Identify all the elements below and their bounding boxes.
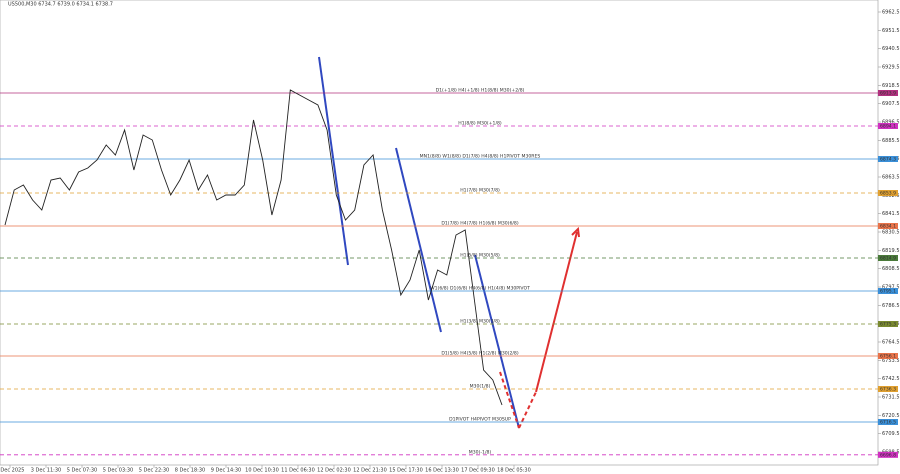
x-tick-label: 5 Dec 03:30 <box>103 468 133 474</box>
price-tag-label: 6736.3 <box>880 387 896 393</box>
x-tick-label: 2 Dec 2025 <box>0 468 24 474</box>
price-tag <box>878 386 898 392</box>
y-tick-label: 6940.5 <box>882 46 900 52</box>
x-tick-label: 12 Dec 02:30 <box>317 468 351 474</box>
price-tag <box>878 255 898 261</box>
x-tick-label: 17 Dec 09:30 <box>461 468 495 474</box>
y-tick-label: 6764.5 <box>882 340 900 346</box>
level-label: D1PIVOT H4PIVOT M30SUP <box>449 417 511 423</box>
price-tag-label: 6814.9 <box>880 256 896 262</box>
y-tick-label: 6907.5 <box>882 101 900 107</box>
price-tag-label: 6716.5 <box>880 420 896 426</box>
x-tick-label: 5 Dec 22:30 <box>139 468 169 474</box>
y-tick-label: 6951.5 <box>882 28 900 34</box>
y-tick-label: 6885.5 <box>882 138 900 144</box>
price-tag-label: 6795.1 <box>880 289 896 295</box>
price-tag <box>878 90 898 96</box>
y-tick-label: 6786.5 <box>882 303 900 309</box>
price-tag <box>878 156 898 162</box>
trend-line <box>318 56 349 266</box>
price-tag <box>878 353 898 359</box>
level-label: H1(3/8) M30(3/8) <box>460 319 500 325</box>
level-label: H1(7/8) M30(7/8) <box>460 188 500 194</box>
price-tag-label: 6913.9 <box>880 91 896 97</box>
level-label: D1(7/8) H4(7/8) H1(6/8) M30(6/8) <box>441 221 519 227</box>
level-label: W1(6/8) D1(6/8) H4(6/8) H1(4/8) M30PIVOT <box>430 286 530 292</box>
forecast-line <box>499 371 520 429</box>
x-tick-label: 9 Dec 14:30 <box>211 468 241 474</box>
price-tag <box>878 190 898 196</box>
price-tag-label: 6696.8 <box>880 452 896 458</box>
y-tick-label: 6808.5 <box>882 266 900 272</box>
y-tick-label: 6929.5 <box>882 65 900 71</box>
price-tag-label: 6853.9 <box>880 191 896 197</box>
level-label: D1(5/8) H4(5/8) H1(2/8) M30(2/8) <box>441 351 519 357</box>
forecast <box>499 226 580 429</box>
y-tick-label: 6819.5 <box>882 248 900 254</box>
x-tick-label: 18 Dec 05:30 <box>497 468 531 474</box>
level-label: H1(5/8) M30(5/8) <box>460 253 500 259</box>
y-tick-label: 6962.5 <box>882 10 900 16</box>
price-tag-label: 6874.3 <box>880 157 896 163</box>
x-tick-label: 16 Dec 13:30 <box>425 468 459 474</box>
forecast-line <box>535 231 578 393</box>
price-tag <box>878 223 898 229</box>
trend-lines <box>318 56 520 429</box>
price-tag-label: 6756.1 <box>880 354 896 360</box>
price-line <box>4 89 503 406</box>
y-tick-label: 6841.5 <box>882 211 900 217</box>
trend-line <box>474 254 520 429</box>
price-tag <box>878 451 898 458</box>
trend-line <box>395 147 442 333</box>
y-tick-label: 6720.5 <box>882 413 900 419</box>
y-tick-label: 6918.5 <box>882 83 900 89</box>
y-tick-label: 6742.5 <box>882 376 900 382</box>
x-tick-label: 3 Dec 11:30 <box>31 468 61 474</box>
level-label: D1(+1/8) H4(+1/8) H1(8/8) M30(+2/8) <box>436 88 525 94</box>
price-tag <box>878 288 898 294</box>
x-tick-label: 15 Dec 17:30 <box>389 468 423 474</box>
price-tag <box>878 419 898 425</box>
x-tick-label: 12 Dec 21:30 <box>353 468 387 474</box>
y-tick-label: 6797.5 <box>882 285 900 291</box>
x-tick-label: 10 Dec 10:30 <box>245 468 279 474</box>
price-tag-label: 6775.3 <box>880 322 896 328</box>
y-tick-label: 6896.5 <box>882 120 900 126</box>
price-tag-label: 6894.1 <box>880 124 896 130</box>
price-tag <box>878 321 898 327</box>
price-tag-label: 6834.1 <box>880 224 896 230</box>
x-tick-label: 11 Dec 06:30 <box>281 468 315 474</box>
chart-title: US500,M30 6734.7 6739.0 6734.1 6738.7 <box>8 2 113 8</box>
level-label: M30(-1/8) <box>469 449 492 455</box>
plot-frame <box>0 0 879 466</box>
x-tick-label: 5 Dec 07:30 <box>67 468 97 474</box>
price-tag <box>878 123 898 129</box>
level-label: M30(1/8) <box>470 384 491 390</box>
level-label: H1(8/8) M30(+1/8) <box>458 121 502 127</box>
y-tick-label: 6830.5 <box>882 230 900 236</box>
y-tick-label: 6709.5 <box>882 431 900 437</box>
y-tick-label: 6731.5 <box>882 395 900 401</box>
y-tick-label: 6863.5 <box>882 175 900 181</box>
level-label: MN1(8/8) W1(8/8) D1(7/8) H4(8/8) H1PIVOT… <box>420 154 541 160</box>
x-tick-label: 8 Dec 18:30 <box>175 468 205 474</box>
arrow-head <box>571 226 580 238</box>
y-tick-label: 6753.5 <box>882 358 900 364</box>
